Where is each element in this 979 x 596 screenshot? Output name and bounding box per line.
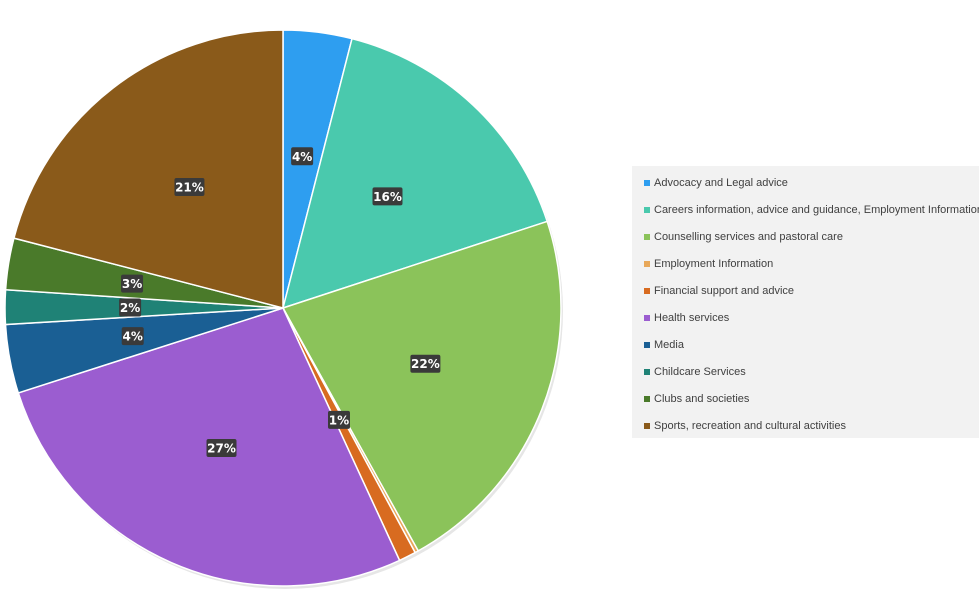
legend-swatch-3: [644, 261, 650, 267]
data-label-box-5: [206, 438, 237, 457]
legend-swatch-8: [644, 396, 650, 402]
legend-label-7: Childcare Services: [654, 366, 746, 378]
data-label-box-8: [121, 274, 144, 293]
legend-label-6: Media: [654, 339, 684, 351]
data-label-2: 22%: [410, 354, 441, 373]
data-label-box-6: [121, 327, 144, 346]
legend-item-2: Counselling services and pastoral care: [644, 229, 843, 245]
legend-label-2: Counselling services and pastoral care: [654, 231, 843, 243]
legend-label-1: Careers information, advice and guidance…: [654, 204, 979, 216]
data-label-text-4: 1%: [329, 413, 349, 427]
data-label-box-0: [291, 147, 314, 166]
legend-item-1: Careers information, advice and guidance…: [644, 202, 979, 218]
legend-swatch-9: [644, 423, 650, 429]
legend-label-5: Health services: [654, 312, 730, 324]
data-label-text-6: 4%: [123, 330, 143, 344]
legend-swatch-5: [644, 315, 650, 321]
data-label-text-9: 21%: [175, 181, 204, 195]
legend-label-8: Clubs and societies: [654, 393, 750, 405]
data-label-box-9: [174, 178, 205, 197]
data-label-box-2: [410, 354, 441, 373]
legend-item-9: Sports, recreation and cultural activiti…: [644, 418, 846, 434]
data-label-box-4: [327, 410, 350, 429]
data-label-6: 4%: [121, 327, 144, 346]
legend-item-8: Clubs and societies: [644, 391, 749, 407]
pie-slice-1: [281, 37, 549, 310]
data-label-9: 21%: [174, 178, 205, 197]
data-label-box-1: [372, 187, 403, 206]
data-label-text-1: 16%: [373, 190, 402, 204]
data-label-text-2: 22%: [411, 357, 440, 371]
legend-item-3: Employment Information: [644, 256, 773, 272]
data-label-1: 16%: [372, 187, 403, 206]
legend-item-6: Media: [644, 337, 684, 353]
data-label-text-8: 3%: [122, 277, 142, 291]
legend-label-4: Financial support and advice: [654, 285, 795, 297]
pie-slice-9: [13, 29, 284, 309]
legend-label-9: Sports, recreation and cultural activiti…: [654, 420, 846, 432]
legend-item-4: Financial support and advice: [644, 283, 794, 299]
data-label-text-7: 2%: [120, 301, 140, 315]
legend-label-3: Employment Information: [654, 258, 774, 270]
pie-chart: 4% 16% 22% 1% 27% 4% 2% 3% 21%: [4, 29, 563, 589]
chart-legend: Advocacy and Legal advice Careers informa…: [632, 166, 979, 438]
legend-item-7: Childcare Services: [644, 364, 746, 380]
data-label-0: 4%: [291, 147, 314, 166]
legend-item-5: Health services: [644, 310, 729, 326]
legend-swatch-1: [644, 207, 650, 213]
legend-swatch-2: [644, 234, 650, 240]
data-label-7: 2%: [119, 298, 142, 317]
legend-label-0: Advocacy and Legal advice: [654, 177, 788, 189]
data-label-text-0: 4%: [292, 150, 312, 164]
legend-swatch-6: [644, 342, 650, 348]
data-label-text-5: 27%: [207, 441, 236, 455]
data-label-5: 27%: [206, 438, 237, 457]
legend-swatch-4: [644, 288, 650, 294]
data-label-4: 1%: [327, 410, 350, 429]
legend-swatch-7: [644, 369, 650, 375]
legend-item-0: Advocacy and Legal advice: [644, 175, 788, 191]
data-label-8: 3%: [121, 274, 144, 293]
data-label-box-7: [119, 298, 142, 317]
legend-swatch-0: [644, 180, 650, 186]
pie-slice-2: [281, 220, 562, 552]
